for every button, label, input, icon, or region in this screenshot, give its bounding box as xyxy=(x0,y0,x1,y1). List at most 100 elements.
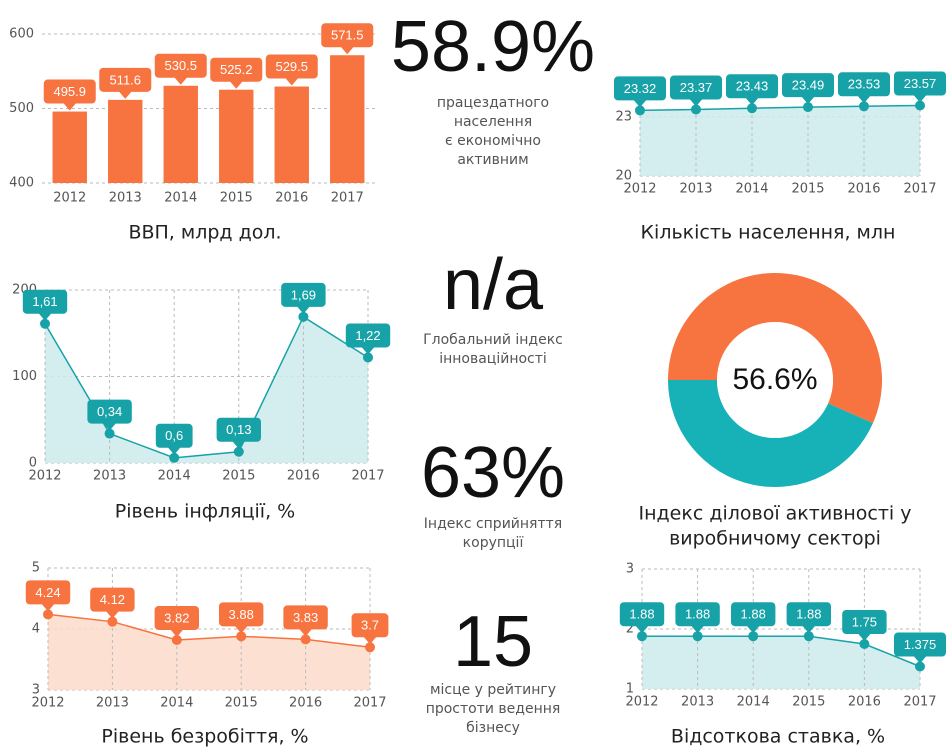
x-tick-label: 2013 xyxy=(109,191,142,206)
label-bubble xyxy=(154,605,199,637)
label-bubble xyxy=(43,79,96,111)
y-tick-label: 3 xyxy=(32,683,40,698)
chart-title: Рівень безробіття, % xyxy=(101,726,308,748)
stat-caption: інноваційності xyxy=(439,351,547,367)
stat-caption: простоти ведення xyxy=(426,701,561,717)
point xyxy=(915,661,925,672)
data-label: 1,61 xyxy=(32,294,57,309)
center-label: 56.6% xyxy=(732,363,817,396)
bar xyxy=(330,55,365,183)
x-tick-label: 2012 xyxy=(31,696,64,711)
data-label: 495.9 xyxy=(53,84,86,99)
stat-value: n/a xyxy=(443,245,544,325)
data-label: 4.24 xyxy=(35,585,60,600)
x-tick-label: 2012 xyxy=(53,191,86,206)
point xyxy=(803,102,813,113)
label-bubble xyxy=(351,613,389,645)
label-bubble xyxy=(842,610,887,641)
x-tick-label: 2012 xyxy=(28,469,61,484)
y-tick-label: 600 xyxy=(9,27,34,42)
point xyxy=(692,631,703,642)
data-label: 3.82 xyxy=(164,610,189,625)
label-bubble xyxy=(731,602,776,634)
label-bubble xyxy=(894,71,946,103)
label-bubble xyxy=(87,399,132,431)
y-tick-label: 100 xyxy=(12,369,37,384)
y-tick-label: 2 xyxy=(626,622,634,637)
x-tick-label: 2017 xyxy=(353,696,386,711)
x-tick-label: 2015 xyxy=(792,695,825,710)
x-tick-label: 2016 xyxy=(289,696,322,711)
point xyxy=(104,428,115,439)
x-tick-label: 2017 xyxy=(903,695,936,710)
point xyxy=(363,352,373,363)
label-bubble xyxy=(281,282,326,314)
point xyxy=(691,104,701,115)
y-tick-label: 0 xyxy=(29,456,37,471)
x-tick-label: 2014 xyxy=(160,696,193,711)
data-label: 23.37 xyxy=(680,80,713,95)
bar xyxy=(219,89,254,183)
label-bubble xyxy=(675,602,720,634)
data-label: 1.88 xyxy=(629,607,654,622)
point xyxy=(637,631,647,642)
data-label: 571.5 xyxy=(331,28,364,43)
x-tick-label: 2016 xyxy=(287,469,320,484)
point xyxy=(859,639,870,649)
label-bubble xyxy=(155,423,193,455)
data-label: 23.57 xyxy=(904,76,937,91)
bar xyxy=(163,85,198,183)
data-label: 525.2 xyxy=(220,62,253,77)
data-label: 1.88 xyxy=(685,607,710,622)
stat-value: 15 xyxy=(453,602,533,682)
point xyxy=(233,446,244,457)
x-tick-label: 2015 xyxy=(791,182,824,197)
y-tick-label: 500 xyxy=(9,101,34,116)
x-tick-label: 2015 xyxy=(225,696,258,711)
data-label: 1.88 xyxy=(796,607,821,622)
stat-caption: населення xyxy=(454,114,532,130)
y-tick-label: 23 xyxy=(615,109,632,124)
stat-caption: Індекс сприйняття xyxy=(424,516,562,532)
x-tick-label: 2015 xyxy=(222,469,255,484)
bar xyxy=(274,86,309,183)
donut-segment xyxy=(668,273,882,424)
label-bubble xyxy=(265,54,318,86)
x-tick-label: 2017 xyxy=(903,182,936,197)
label-bubble xyxy=(22,289,68,321)
stat-caption: бізнесу xyxy=(466,720,520,736)
stat-caption: місце у рейтингу xyxy=(430,682,556,698)
y-tick-label: 1 xyxy=(626,682,634,697)
label-bubble xyxy=(619,602,665,634)
chart-title: Кількість населення, млн xyxy=(641,222,896,244)
point xyxy=(298,311,309,322)
chart-title: Індекс ділової активності у xyxy=(639,503,912,525)
area xyxy=(45,316,368,463)
x-tick-label: 2014 xyxy=(158,469,191,484)
area xyxy=(640,105,920,176)
x-tick-label: 2013 xyxy=(681,695,714,710)
data-label: 23.53 xyxy=(848,77,881,92)
point xyxy=(915,100,925,111)
point xyxy=(365,642,375,653)
label-bubble xyxy=(670,75,722,107)
x-tick-label: 2016 xyxy=(275,191,308,206)
data-label: 1,69 xyxy=(291,287,316,302)
stat-caption: активним xyxy=(457,152,528,168)
donut-hole xyxy=(717,322,833,438)
x-tick-label: 2017 xyxy=(331,191,364,206)
chart-title: виробничому секторі xyxy=(669,528,881,550)
x-tick-label: 2017 xyxy=(351,469,384,484)
x-tick-label: 2014 xyxy=(735,182,768,197)
x-tick-label: 2014 xyxy=(164,191,197,206)
y-tick-label: 20 xyxy=(615,169,632,184)
area xyxy=(48,614,370,690)
point xyxy=(236,631,247,642)
bar xyxy=(108,99,143,183)
data-label: 1.75 xyxy=(852,614,877,629)
donut-segment xyxy=(668,380,873,487)
data-label: 1.88 xyxy=(741,607,766,622)
label-bubble xyxy=(321,23,374,55)
x-tick-label: 2015 xyxy=(220,191,253,206)
